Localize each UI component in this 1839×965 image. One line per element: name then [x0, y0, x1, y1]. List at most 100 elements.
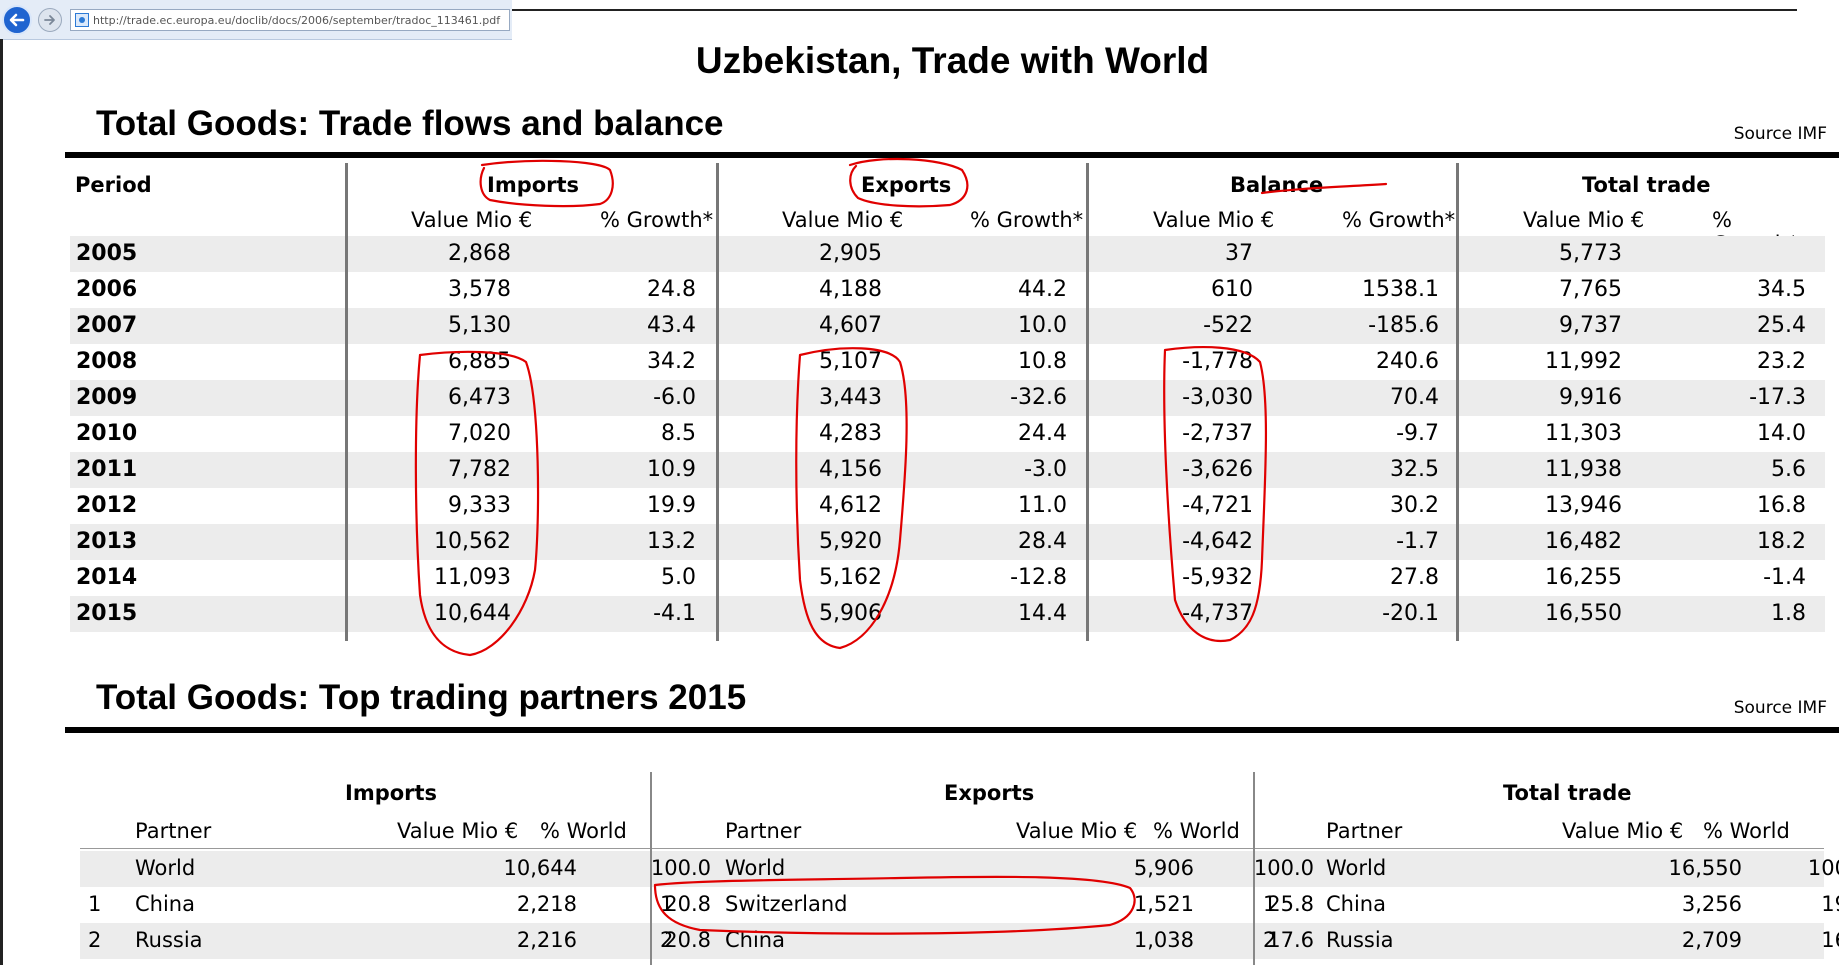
- table-row: 2012 9,333 19.9 4,612 11.0 -4,721 30.2 13,946 16…: [70, 488, 1825, 524]
- value-cell: 5,920: [819, 529, 882, 554]
- value-cell: 5,130: [448, 313, 511, 338]
- growth-cell: 16.8: [1757, 493, 1806, 518]
- partner-cell: Switzerland: [725, 892, 848, 916]
- value-cell: -3,030: [1182, 385, 1253, 410]
- value-cell: 3,578: [448, 277, 511, 302]
- group-header-imports: Imports: [487, 173, 580, 197]
- value-cell: 2,218: [516, 892, 577, 916]
- table-row: 2007 5,130 43.4 4,607 10.0 -522 -185.6 9,737 25.…: [70, 308, 1825, 344]
- value-cell: 11,938: [1545, 457, 1622, 482]
- growth-cell: 8.5: [661, 421, 696, 446]
- header-divider: [80, 848, 1824, 849]
- growth-cell: 70.4: [1390, 385, 1439, 410]
- value-cell: 5,773: [1559, 241, 1622, 266]
- value-cell: 37: [1225, 241, 1253, 266]
- growth-cell: 23.2: [1757, 349, 1806, 374]
- value-cell: 11,992: [1545, 349, 1622, 374]
- table-row: 2 Russia 2,216 20.8 2 China 1,038 17.6 2 Russia 2,…: [80, 923, 1839, 959]
- growth-header: % Growth*: [970, 208, 1084, 232]
- rank-cell: 1: [1263, 892, 1277, 916]
- value-cell: 11,093: [434, 565, 511, 590]
- growth-cell: -1.4: [1763, 565, 1806, 590]
- value-cell: -4,642: [1182, 529, 1253, 554]
- column-divider: [716, 163, 719, 641]
- page-title: Uzbekistan, Trade with World: [695, 40, 1210, 81]
- value-cell: 3,443: [819, 385, 882, 410]
- growth-cell: 10.0: [1018, 313, 1067, 338]
- growth-cell: 43.4: [647, 313, 696, 338]
- value-cell: -4,737: [1182, 601, 1253, 626]
- forward-button[interactable]: [38, 8, 62, 32]
- period-cell: 2009: [76, 385, 138, 410]
- value-header: Value Mio €: [1016, 819, 1138, 843]
- group-header-exports: Exports: [944, 781, 1035, 805]
- world-share-cell: 17.6: [1267, 928, 1314, 952]
- table-header: Period Imports Exports Balance Total tra…: [70, 163, 1825, 256]
- growth-cell: 5.0: [661, 565, 696, 590]
- forward-arrow-icon: [44, 15, 55, 25]
- period-cell: 2013: [76, 529, 138, 554]
- period-cell: 2014: [76, 565, 138, 590]
- world-share-header: % World: [540, 819, 627, 843]
- source-label-partners: Source IMF: [1733, 698, 1827, 718]
- value-cell: 16,550: [1545, 601, 1622, 626]
- value-cell: 5,906: [819, 601, 882, 626]
- value-header: Value Mio €: [1523, 208, 1645, 232]
- table-row: 1 China 2,218 20.8 1 Switzerland 1,521 25.8 1 Chi…: [80, 887, 1839, 923]
- rank-cell: 1: [660, 892, 674, 916]
- growth-cell: 34.5: [1757, 277, 1806, 302]
- growth-cell: 24.8: [647, 277, 696, 302]
- growth-cell: 10.8: [1018, 349, 1067, 374]
- rank-cell: 1: [88, 892, 102, 916]
- period-cell: 2008: [76, 349, 138, 374]
- growth-cell: 1.8: [1771, 601, 1806, 626]
- value-cell: 4,156: [819, 457, 882, 482]
- group-header-total-trade: Total trade: [1503, 781, 1632, 805]
- growth-cell: -20.1: [1382, 601, 1439, 626]
- growth-cell: -3.0: [1024, 457, 1067, 482]
- group-header-imports: Imports: [345, 781, 438, 805]
- url-text: http://trade.ec.europa.eu/doclib/docs/20…: [93, 13, 501, 27]
- group-header-balance: Balance: [1230, 173, 1324, 197]
- partner-cell: World: [725, 856, 786, 880]
- value-cell: 11,303: [1545, 421, 1622, 446]
- world-share-cell: 25.8: [1267, 892, 1314, 916]
- value-header: Value Mio €: [1562, 819, 1684, 843]
- growth-cell: -1.7: [1396, 529, 1439, 554]
- back-button[interactable]: [2, 5, 32, 35]
- section-rule-flows: [65, 152, 1839, 158]
- value-cell: 2,216: [516, 928, 577, 952]
- period-cell: 2006: [76, 277, 138, 302]
- world-share-cell: 100.0: [650, 856, 711, 880]
- growth-header: % Growth*: [600, 208, 714, 232]
- top-divider: [512, 9, 1797, 11]
- growth-cell: 25.4: [1757, 313, 1806, 338]
- value-header: Value Mio €: [411, 208, 533, 232]
- page-icon: [75, 13, 89, 27]
- value-cell: -2,737: [1182, 421, 1253, 446]
- rank-cell: 2: [660, 928, 674, 952]
- rank-cell: 2: [88, 928, 102, 952]
- growth-cell: 44.2: [1018, 277, 1067, 302]
- partner-cell: World: [1326, 856, 1387, 880]
- world-share-header: % World: [1703, 819, 1790, 843]
- value-cell: -4,721: [1182, 493, 1253, 518]
- table-row: 2013 10,562 13.2 5,920 28.4 -4,642 -1.7 16,482 1…: [70, 524, 1825, 560]
- growth-cell: 27.8: [1390, 565, 1439, 590]
- growth-cell: 18.2: [1757, 529, 1806, 554]
- growth-cell: -6.0: [653, 385, 696, 410]
- section-title-partners: Total Goods: Top trading partners 2015: [96, 678, 747, 717]
- url-field[interactable]: http://trade.ec.europa.eu/doclib/docs/20…: [70, 9, 510, 31]
- partner-header: Partner: [725, 819, 802, 843]
- value-cell: 2,868: [448, 241, 511, 266]
- table-row: 2011 7,782 10.9 4,156 -3.0 -3,626 32.5 11,938 5.…: [70, 452, 1825, 488]
- growth-cell: 5.6: [1771, 457, 1806, 482]
- value-header: Value Mio €: [1153, 208, 1275, 232]
- growth-cell: 10.9: [647, 457, 696, 482]
- world-share-header: % World: [1153, 819, 1240, 843]
- growth-cell: -17.3: [1749, 385, 1806, 410]
- column-divider: [1253, 772, 1255, 965]
- value-cell: 10,562: [434, 529, 511, 554]
- world-share-cell: 16.4: [1821, 928, 1839, 952]
- period-cell: 2005: [76, 241, 138, 266]
